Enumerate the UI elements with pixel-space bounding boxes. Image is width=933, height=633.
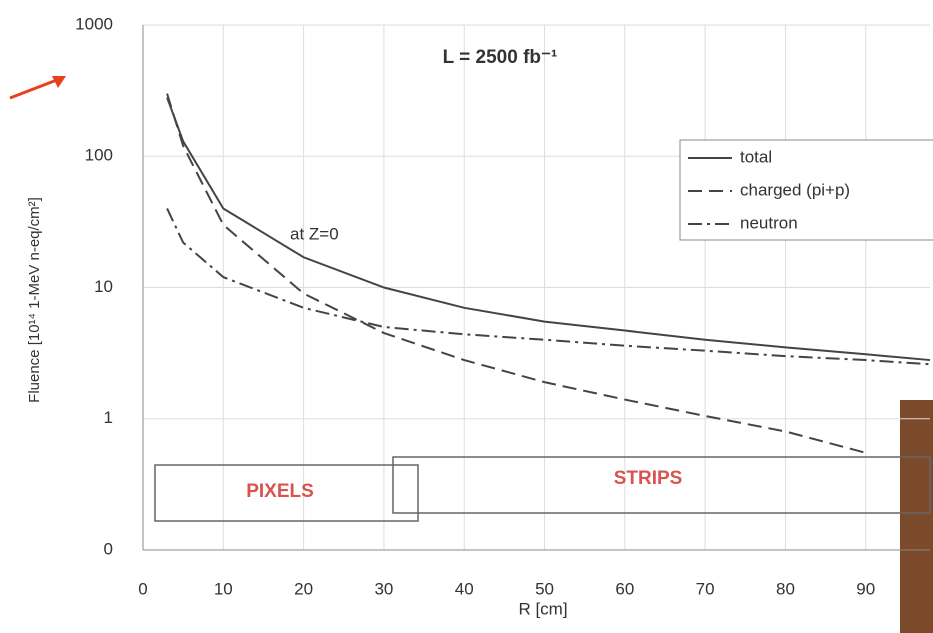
x-tick-label: 30 <box>374 579 393 598</box>
y-tick-label: 1 <box>104 408 113 427</box>
arrow-head <box>52 76 66 88</box>
line-series <box>166 93 867 454</box>
pixels-box <box>154 464 419 522</box>
y-tick-label: 100 <box>85 146 113 165</box>
y-tick-label: 1000 <box>75 14 113 33</box>
x-tick-label: 50 <box>535 579 554 598</box>
x-tick-label: 40 <box>455 579 474 598</box>
x-tick-label: 10 <box>214 579 233 598</box>
annotation: STRIPS <box>614 468 683 489</box>
legend-label: total <box>740 147 772 166</box>
line-series <box>166 208 931 366</box>
legend-label: neutron <box>740 213 798 232</box>
legend-label: charged (pi+p) <box>740 180 850 199</box>
x-axis-label: R [cm] <box>518 599 567 618</box>
x-tick-label: 0 <box>138 579 147 598</box>
strips-box <box>392 456 931 514</box>
photo-fragment <box>900 400 933 633</box>
arrow <box>9 76 63 100</box>
x-tick-label: 90 <box>856 579 875 598</box>
x-tick-label: 80 <box>776 579 795 598</box>
chart-title: L = 2500 fb⁻¹ <box>443 47 558 68</box>
y-axis-label: Fluence [10¹⁴ 1-MeV n-eq/cm²] <box>26 197 43 403</box>
annotation: at Z=0 <box>290 224 339 243</box>
x-tick-label: 60 <box>615 579 634 598</box>
x-tick-label: 20 <box>294 579 313 598</box>
y-tick-label: 0 <box>104 539 113 558</box>
x-tick-label: 70 <box>696 579 715 598</box>
plot: 0 1 10 100 1000 0 10 20 30 40 50 60 70 80 90 total charg… <box>75 14 933 598</box>
line-series <box>166 97 931 362</box>
annotation: PIXELS <box>246 481 314 502</box>
y-tick-label: 10 <box>94 277 113 296</box>
